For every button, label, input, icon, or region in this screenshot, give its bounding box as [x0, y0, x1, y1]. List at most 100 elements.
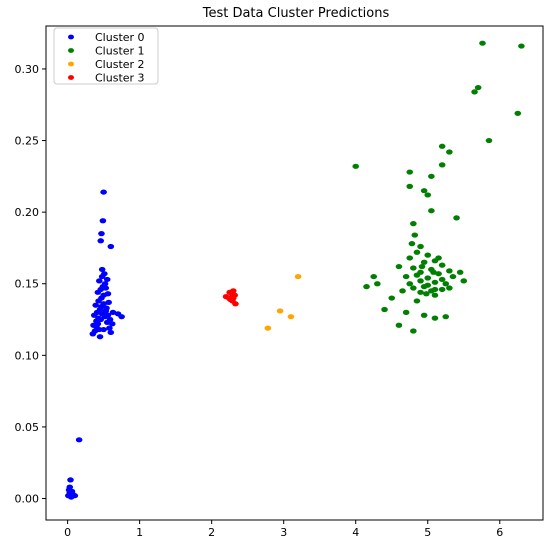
data-point-cluster-1: [435, 255, 442, 261]
data-point-cluster-1: [518, 43, 525, 49]
data-point-cluster-1: [438, 286, 446, 293]
data-point-cluster-1: [370, 273, 378, 280]
axis-ticks: 0 1 2 3 4 5 6 0.00 0.05 0.10 0.15 0.20 0.25 0.30: [15, 63, 504, 539]
data-point-cluster-0: [92, 302, 99, 308]
data-point-cluster-1: [424, 192, 432, 198]
data-point-cluster-1: [410, 221, 417, 227]
data-point-cluster-1: [424, 275, 432, 281]
data-point-cluster-3: [229, 288, 237, 294]
legend-label: Cluster 1: [95, 45, 145, 58]
data-point-cluster-2: [264, 325, 272, 331]
data-point-cluster-1: [446, 285, 453, 291]
data-point-cluster-0: [102, 308, 110, 314]
data-point-cluster-0: [104, 312, 112, 318]
data-point-cluster-0: [98, 231, 105, 237]
plot-frame: [45, 25, 544, 521]
legend-label: Cluster 3: [95, 72, 145, 85]
data-point-cluster-0: [90, 322, 97, 328]
data-point-cluster-1: [395, 263, 403, 270]
data-point-cluster-0: [106, 316, 114, 323]
data-point-cluster-1: [435, 271, 442, 277]
y-tick-label: 0.20: [15, 206, 40, 219]
data-point-cluster-3: [232, 301, 239, 307]
data-point-cluster-1: [406, 255, 414, 261]
data-point-cluster-1: [402, 309, 410, 315]
data-point-cluster-2: [276, 308, 284, 314]
data-point-cluster-0: [101, 271, 108, 277]
data-point-cluster-1: [442, 314, 450, 320]
data-point-cluster-0: [75, 437, 83, 443]
x-tick-label: 0: [64, 526, 71, 539]
data-point-cluster-1: [408, 241, 416, 247]
y-tick-label: 0.00: [15, 493, 40, 506]
data-point-cluster-1: [352, 163, 360, 169]
data-point-cluster-1: [453, 215, 460, 221]
scatter-points: [65, 40, 525, 500]
data-point-cluster-1: [411, 232, 419, 238]
data-point-cluster-0: [68, 488, 76, 494]
data-point-cluster-1: [399, 288, 406, 294]
data-point-cluster-1: [442, 281, 450, 287]
data-point-cluster-1: [431, 292, 439, 298]
data-point-cluster-0: [96, 334, 104, 340]
data-point-cluster-1: [423, 291, 430, 297]
data-point-cluster-1: [413, 272, 421, 278]
data-point-cluster-1: [479, 40, 486, 46]
data-point-cluster-1: [428, 208, 435, 214]
data-point-cluster-1: [410, 285, 417, 291]
data-point-cluster-1: [438, 262, 446, 268]
data-point-cluster-1: [420, 259, 428, 265]
data-point-cluster-1: [381, 306, 388, 313]
data-point-cluster-1: [388, 295, 396, 301]
data-point-cluster-1: [410, 265, 417, 271]
data-point-cluster-1: [420, 284, 428, 290]
data-point-cluster-0: [95, 315, 102, 321]
data-point-cluster-1: [406, 169, 414, 175]
data-point-cluster-0: [109, 309, 117, 315]
data-point-cluster-0: [71, 493, 79, 499]
data-point-cluster-1: [413, 249, 421, 255]
data-point-cluster-0: [107, 243, 115, 250]
y-tick-label: 0.10: [15, 349, 40, 362]
legend-marker: [68, 48, 74, 53]
data-point-cluster-2: [287, 314, 295, 320]
data-point-cluster-1: [430, 269, 437, 275]
data-point-cluster-1: [446, 268, 453, 274]
x-tick-label: 6: [496, 526, 503, 539]
legend-label: Cluster 0: [95, 31, 145, 44]
data-point-cluster-1: [431, 315, 439, 321]
data-point-cluster-1: [438, 162, 446, 168]
x-tick-label: 4: [352, 526, 359, 539]
legend-label: Cluster 2: [95, 58, 145, 71]
data-point-cluster-1: [471, 89, 478, 95]
data-point-cluster-1: [406, 183, 414, 189]
data-point-cluster-0: [108, 321, 116, 327]
legend-marker: [68, 61, 74, 67]
x-tick-label: 1: [136, 526, 143, 539]
data-point-cluster-1: [417, 243, 424, 250]
data-point-cluster-1: [420, 188, 428, 194]
data-point-cluster-1: [418, 263, 426, 270]
data-point-cluster-2: [294, 273, 302, 280]
data-point-cluster-1: [514, 110, 522, 116]
data-point-cluster-1: [431, 279, 439, 285]
data-point-cluster-0: [100, 301, 107, 307]
data-point-cluster-1: [438, 143, 446, 149]
data-point-cluster-0: [98, 266, 106, 273]
y-tick-label: 0.15: [15, 278, 40, 291]
data-point-cluster-1: [446, 149, 453, 155]
data-point-cluster-1: [456, 269, 464, 275]
data-point-cluster-1: [413, 298, 421, 304]
data-point-cluster-1: [410, 328, 417, 334]
y-tick-label: 0.25: [15, 135, 40, 148]
data-point-cluster-1: [424, 252, 432, 258]
data-point-cluster-0: [96, 278, 103, 284]
data-point-cluster-0: [99, 218, 107, 224]
data-point-cluster-3: [229, 295, 237, 301]
data-point-cluster-1: [474, 84, 482, 91]
data-point-cluster-1: [406, 281, 414, 287]
chart-title: Test Data Cluster Predictions: [202, 6, 390, 21]
